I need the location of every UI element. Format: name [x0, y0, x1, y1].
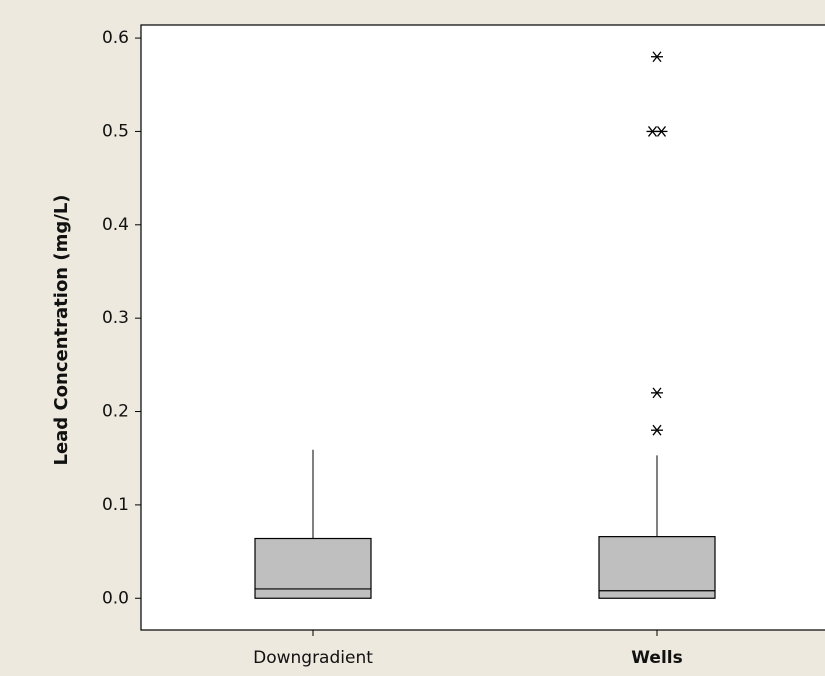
y-tick-label: 0.2 [102, 402, 129, 422]
y-tick-label: 0.3 [102, 308, 129, 328]
y-tick-label: 0.4 [102, 215, 129, 235]
x-tick-label: Wells [631, 648, 682, 668]
box [254, 537, 372, 599]
outlier [651, 51, 663, 63]
outlier [651, 387, 663, 399]
plot-area [140, 24, 825, 631]
y-tick-label: 0.5 [102, 121, 129, 141]
outlier [651, 424, 663, 436]
outlier [655, 126, 668, 137]
y-tick-label: 0.6 [102, 28, 129, 48]
box [598, 536, 716, 599]
y-axis-title: Lead Concentration (mg/L) [51, 194, 72, 465]
y-tick-label: 0.0 [102, 588, 129, 608]
y-tick-label: 0.1 [102, 495, 129, 515]
x-tick-label: Downgradient [253, 648, 373, 668]
